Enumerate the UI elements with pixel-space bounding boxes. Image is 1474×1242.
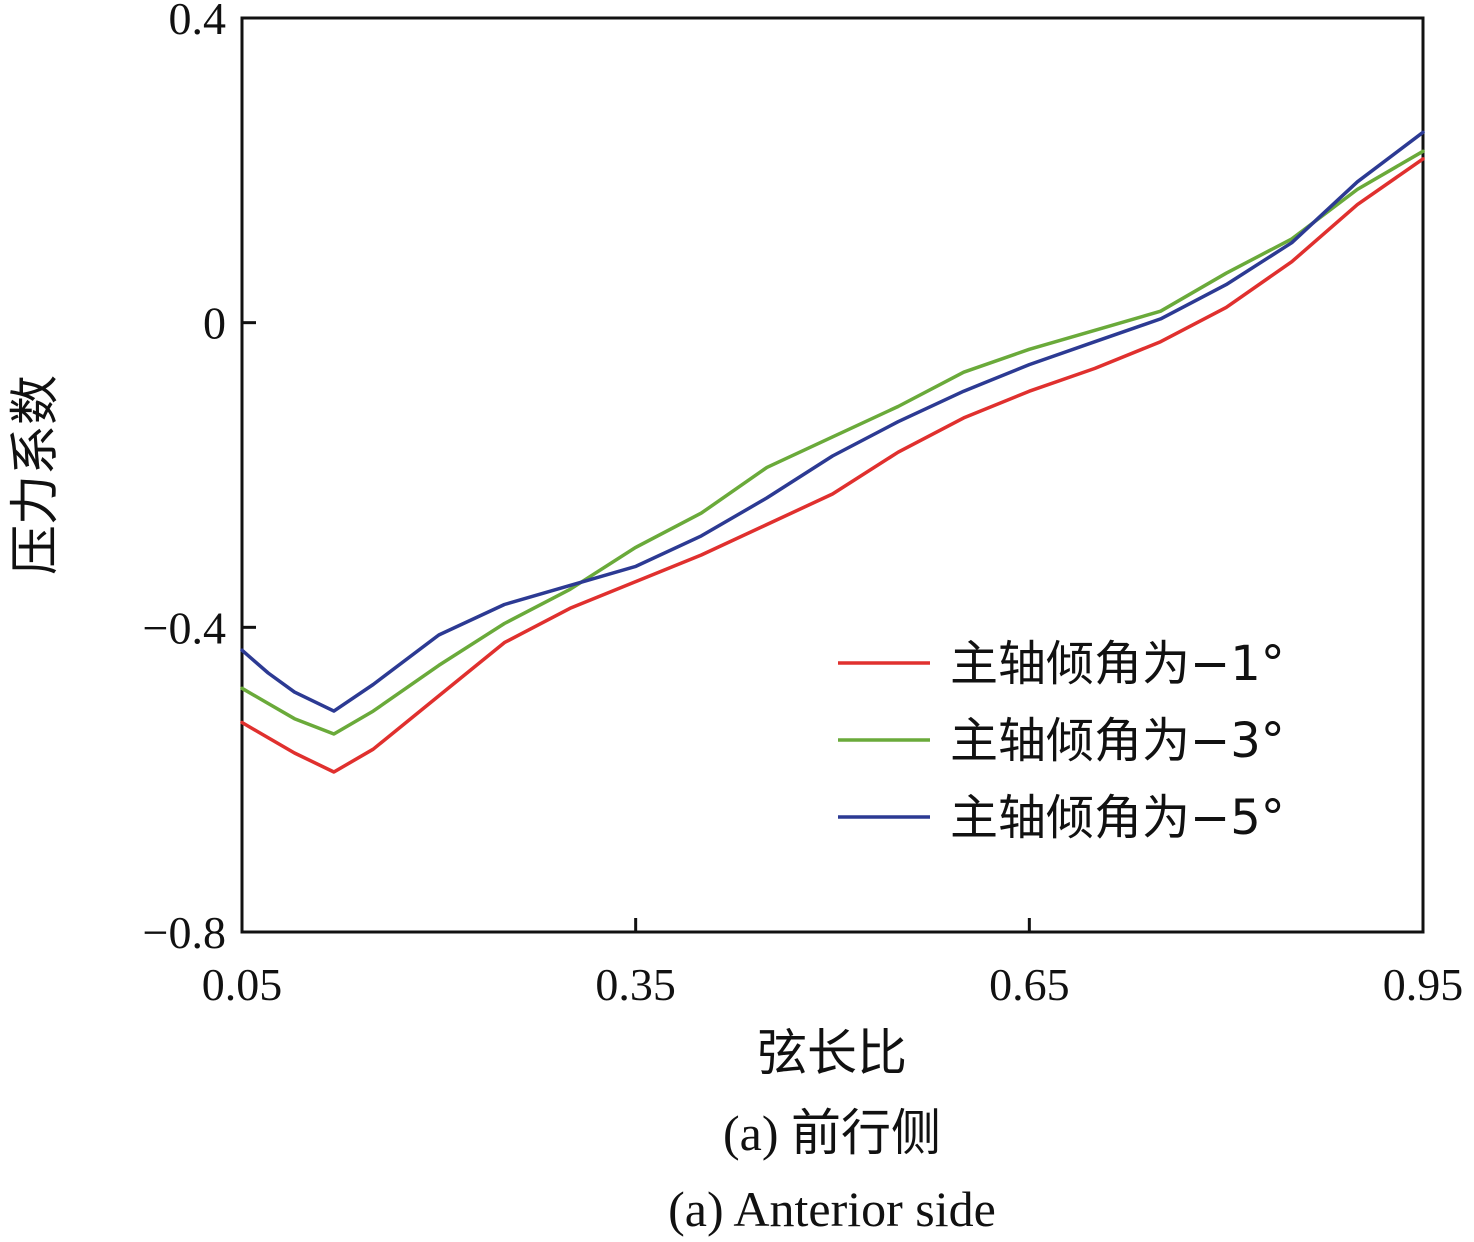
y-tick-label: 0 <box>203 298 226 349</box>
x-tick-label: 0.65 <box>989 959 1070 1010</box>
caption-chinese: (a) 前行侧 <box>723 1105 941 1161</box>
y-tick-label: −0.8 <box>143 907 226 958</box>
plot-frame <box>240 16 1425 934</box>
series-line-2 <box>240 149 1425 736</box>
series-lines <box>240 130 1425 774</box>
x-tick-label: 0.05 <box>202 959 283 1010</box>
legend-label-3: 主轴倾角为−5° <box>950 790 1285 846</box>
axis-ticks: 0.4 0 −0.4 −0.80.05 0.35 0.65 0.95 <box>143 0 1464 1010</box>
y-tick-label: −0.4 <box>143 602 226 653</box>
series-line-3 <box>240 130 1425 713</box>
x-tick-label: 0.35 <box>595 959 676 1010</box>
legend: 主轴倾角为−1° 主轴倾角为−3° 主轴倾角为−5° <box>838 636 1285 846</box>
legend-label-2: 主轴倾角为−3° <box>950 713 1285 769</box>
x-tick-label: 0.95 <box>1383 959 1464 1010</box>
x-axis-title: 弦长比 <box>757 1024 907 1082</box>
caption-english: (a) Anterior side <box>668 1181 996 1237</box>
legend-label-1: 主轴倾角为−1° <box>950 636 1285 692</box>
series-line-1 <box>240 157 1425 774</box>
y-tick-label: 0.4 <box>169 0 227 44</box>
y-axis-title: 压力系数 <box>6 375 64 575</box>
